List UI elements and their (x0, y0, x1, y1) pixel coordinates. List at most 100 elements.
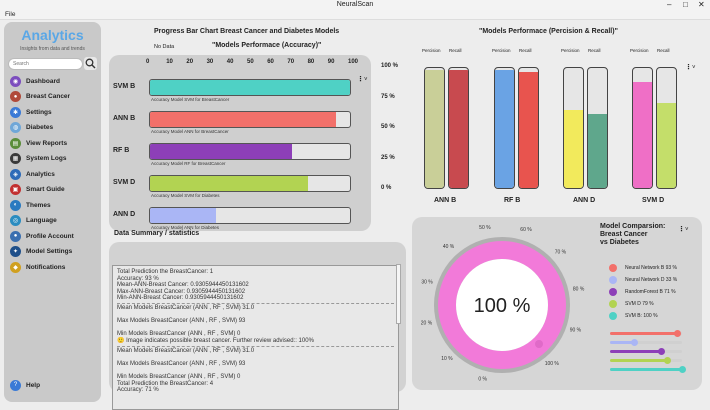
minimize-button[interactable]: – (667, 0, 672, 9)
recall-bar-percision-ann-d (564, 110, 583, 188)
model-settings-icon: ✦ (10, 246, 21, 257)
sidebar-item-view-reports[interactable]: ▤ View Reports (10, 136, 98, 150)
slider-handle[interactable] (658, 348, 666, 355)
accuracy-bar-track (149, 79, 351, 96)
sidebar-item-label: Breast Cancer (26, 93, 71, 100)
maximize-button[interactable]: □ (683, 0, 688, 9)
donut-tick-label: 80 % (573, 286, 585, 292)
accuracy-bar-track (149, 175, 351, 192)
slider-handle[interactable] (679, 366, 686, 373)
sidebar-item-label: Smart Guide (26, 186, 65, 193)
sidebar-item-language[interactable]: ◎ Language (10, 214, 98, 228)
donut-center (456, 259, 548, 351)
sidebar-item-notifications[interactable]: ◆ Notifications (10, 260, 98, 274)
recall-y-tick: 100 % (381, 63, 399, 69)
recall-bar-percision-ann-b (425, 70, 444, 188)
sidebar-subtitle: Insights from data and trends (20, 46, 85, 52)
model-slider[interactable] (610, 348, 682, 355)
sidebar-item-label: Diabetes (26, 124, 54, 131)
accuracy-category-label: SVM D (113, 179, 136, 186)
summary-line: Min Models BreastCancer (ANN , RF , SVM)… (117, 373, 241, 380)
analytics-icon: ◈ (10, 168, 21, 180)
accuracy-chevron-icon[interactable]: ˅ (364, 77, 368, 83)
donut-tick-label: 90 % (570, 327, 582, 333)
recall-bar-recall-rf-b (519, 71, 538, 188)
recall-menu-icon[interactable]: ⋮ (685, 64, 692, 71)
model-slider[interactable] (610, 330, 682, 337)
legend-label: RandomForest B 71 % (625, 289, 676, 295)
recall-column-header: Recall (657, 48, 670, 53)
recall-y-tick: 50 % (381, 124, 395, 130)
recall-column-header: Recall (449, 48, 462, 53)
close-button[interactable]: ✕ (698, 0, 705, 9)
summary-title: Data Summary / statistics (114, 230, 200, 237)
model-slider[interactable] (610, 366, 686, 373)
slider-handle[interactable] (630, 339, 638, 346)
sidebar-item-system-logs[interactable]: ▦ System Logs (10, 152, 98, 166)
sidebar-item-label: Language (26, 217, 57, 224)
summary-line (113, 325, 398, 332)
summary-scrollbar[interactable] (396, 264, 401, 324)
title-bar: NeuralScan – □ ✕ (0, 0, 710, 11)
recall-category-label: RF B (504, 197, 521, 204)
sidebar-item-help[interactable]: ? Help (10, 378, 98, 392)
donut-tick-label: 100 % (545, 361, 560, 367)
legend-item: SVM B: 100 % (609, 312, 658, 320)
search-input[interactable] (8, 58, 83, 70)
donut-knob[interactable] (535, 340, 543, 348)
donut-tick-label: 40 % (443, 244, 455, 250)
comparison-chevron-icon[interactable]: ˅ (685, 227, 689, 233)
sidebar-item-settings[interactable]: ✱ Settings (10, 105, 98, 119)
slider-handle[interactable] (663, 357, 671, 364)
model-slider[interactable] (610, 339, 682, 346)
sidebar-item-label: Analytics (26, 170, 55, 178)
sidebar-item-profile-account[interactable]: ● Profile Account (10, 229, 98, 243)
summary-line: Accuracy: 93 % (117, 275, 159, 282)
recall-chevron-icon[interactable]: ˅ (692, 65, 696, 71)
sidebar-item-analytics[interactable]: ◈ Analytics (10, 167, 98, 181)
sidebar-item-label: Themes (26, 201, 51, 209)
sidebar-item-label: Model Settings (26, 248, 73, 255)
accuracy-tick-label: 100 (348, 59, 359, 65)
search-button[interactable] (84, 57, 97, 70)
model-slider[interactable] (610, 357, 682, 364)
summary-line: Mean Models BreastCancer (ANN , RF , SVM… (117, 304, 255, 311)
dashboard-icon: ◉ (10, 75, 21, 87)
summary-text[interactable]: Total Prediction the BreastCancer: 1 Accu… (112, 265, 399, 410)
donut-tick-label: 30 % (421, 279, 433, 285)
menu-file[interactable]: File (5, 11, 16, 18)
summary-line: Max Models BreastCancer (ANN , RF , SVM)… (117, 318, 246, 325)
sidebar-item-label: Dashboard (26, 77, 60, 85)
comparison-menu-icon[interactable]: ⋮ (678, 226, 685, 233)
recall-panel-title: "Models Performace (Percision & Recall)" (479, 28, 618, 35)
accuracy-tick-label: 80 (307, 59, 315, 65)
sidebar-item-label: Help (26, 381, 41, 389)
donut-tick-label: 20 % (421, 320, 433, 326)
slider-handle[interactable] (673, 330, 681, 337)
sidebar-item-themes[interactable]: ◐ Themes (10, 198, 98, 212)
sidebar-item-diabetes[interactable]: ◍ Diabetes (10, 121, 98, 135)
donut-tick-label: 0 % (478, 377, 487, 383)
accuracy-tick-label: 90 (327, 59, 335, 65)
sidebar-item-dashboard[interactable]: ◉ Dashboard (10, 74, 98, 88)
comparison-panel: 100 % 0 % 10 % 20 % 30 % 40 % 50 % 60 % 70 % 80 … (412, 217, 702, 390)
accuracy-bar-caption: Accuracy Model ANN for BreastCancer (151, 129, 229, 134)
recall-column-header: Percision (422, 48, 441, 53)
slider-fill (610, 359, 667, 362)
main-area: Progress Bar Chart Breast Cancer and Dia… (104, 20, 704, 410)
sidebar-item-label: Notifications (26, 263, 66, 271)
recall-y-tick: 0 % (381, 185, 392, 191)
recall-bar-recall-ann-d (588, 113, 607, 188)
sidebar-item-model-settings[interactable]: ✦ Model Settings (10, 245, 98, 259)
summary-line: Total Prediction the BreastCancer: 1 (117, 269, 214, 275)
recall-category-label: SVM D (642, 197, 665, 204)
sidebar: Analytics Insights from data and trends … (4, 22, 101, 402)
sidebar-item-breast-cancer[interactable]: ● Breast Cancer (10, 90, 98, 104)
accuracy-panel: 0 10 20 30 40 50 60 70 80 90 100 SVM B Accuracy Mod… (109, 55, 371, 231)
accuracy-bar-track (149, 207, 351, 224)
recall-category-label: ANN B (434, 197, 457, 204)
slider-fill (610, 332, 677, 335)
accuracy-menu-icon[interactable]: ⋮ (357, 76, 364, 83)
sidebar-item-smart-guide[interactable]: ▣ Smart Guide (10, 183, 98, 197)
donut-tick-label: 60 % (520, 227, 532, 233)
